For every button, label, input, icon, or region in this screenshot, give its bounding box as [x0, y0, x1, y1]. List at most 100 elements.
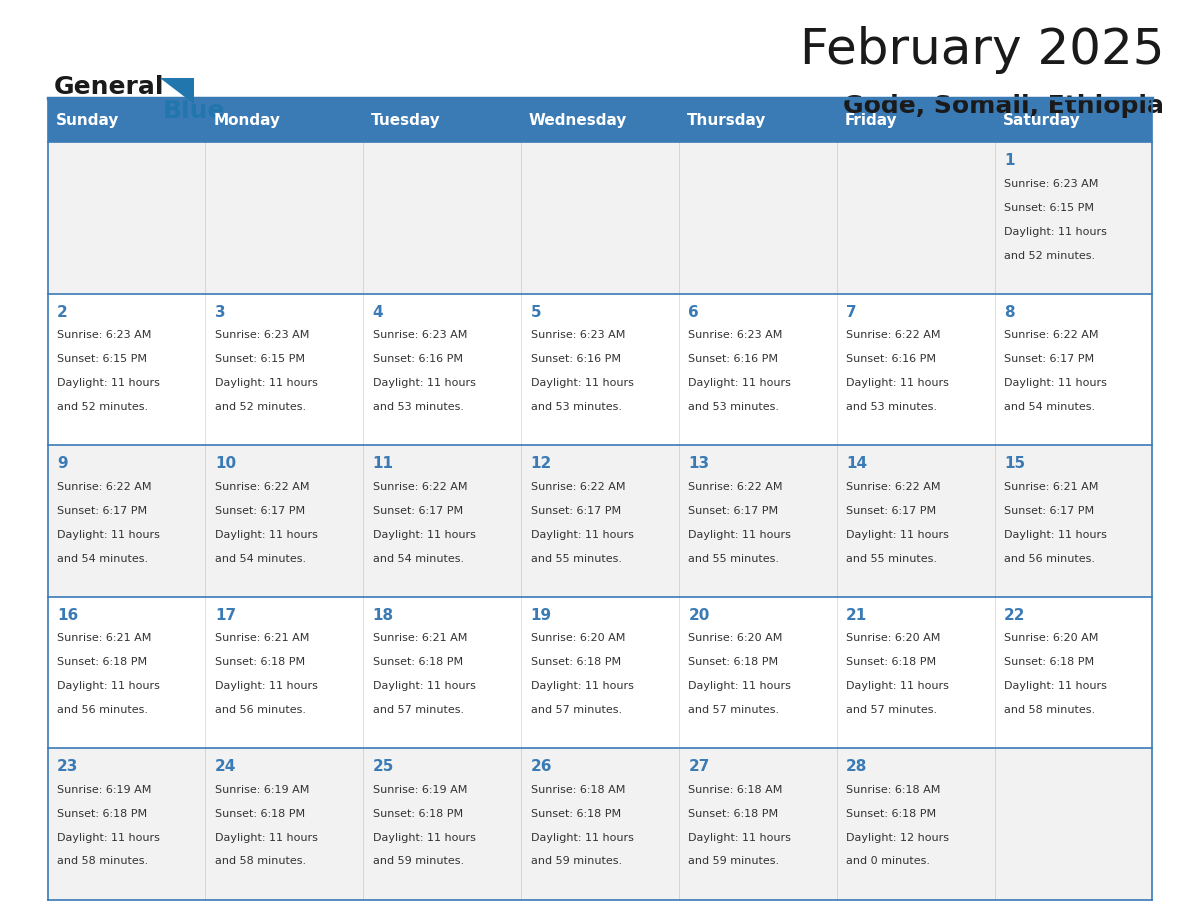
- Text: Sunrise: 6:23 AM: Sunrise: 6:23 AM: [373, 330, 467, 341]
- Text: Sunset: 6:18 PM: Sunset: 6:18 PM: [531, 809, 620, 819]
- Text: Sunrise: 6:20 AM: Sunrise: 6:20 AM: [531, 633, 625, 644]
- Text: 11: 11: [373, 456, 393, 471]
- Text: Wednesday: Wednesday: [529, 113, 627, 128]
- Text: and 59 minutes.: and 59 minutes.: [688, 856, 779, 867]
- Text: and 0 minutes.: and 0 minutes.: [846, 856, 930, 867]
- Text: Sunrise: 6:23 AM: Sunrise: 6:23 AM: [215, 330, 309, 341]
- Text: and 53 minutes.: and 53 minutes.: [688, 402, 779, 412]
- Text: Sunset: 6:18 PM: Sunset: 6:18 PM: [688, 657, 778, 667]
- Text: 27: 27: [688, 759, 709, 774]
- Text: 15: 15: [1004, 456, 1025, 471]
- Text: Daylight: 11 hours: Daylight: 11 hours: [846, 681, 949, 691]
- Text: Sunset: 6:16 PM: Sunset: 6:16 PM: [531, 354, 620, 364]
- Text: Sunrise: 6:18 AM: Sunrise: 6:18 AM: [846, 785, 941, 795]
- Text: Daylight: 11 hours: Daylight: 11 hours: [373, 681, 475, 691]
- Text: Daylight: 11 hours: Daylight: 11 hours: [57, 833, 160, 843]
- Text: Sunrise: 6:19 AM: Sunrise: 6:19 AM: [57, 785, 151, 795]
- Text: 8: 8: [1004, 305, 1015, 319]
- Text: 16: 16: [57, 608, 78, 622]
- Text: Sunset: 6:18 PM: Sunset: 6:18 PM: [373, 809, 463, 819]
- Text: Sunset: 6:17 PM: Sunset: 6:17 PM: [688, 506, 778, 516]
- FancyBboxPatch shape: [48, 98, 1152, 142]
- Polygon shape: [160, 78, 194, 104]
- Text: and 55 minutes.: and 55 minutes.: [688, 554, 779, 564]
- Text: Daylight: 11 hours: Daylight: 11 hours: [373, 530, 475, 540]
- Text: and 57 minutes.: and 57 minutes.: [373, 705, 463, 715]
- Text: Sunrise: 6:23 AM: Sunrise: 6:23 AM: [531, 330, 625, 341]
- Text: 24: 24: [215, 759, 236, 774]
- Text: Saturday: Saturday: [1003, 113, 1080, 128]
- Text: Sunrise: 6:20 AM: Sunrise: 6:20 AM: [1004, 633, 1099, 644]
- Text: and 55 minutes.: and 55 minutes.: [846, 554, 937, 564]
- Text: Monday: Monday: [213, 113, 280, 128]
- Text: Sunrise: 6:22 AM: Sunrise: 6:22 AM: [1004, 330, 1099, 341]
- Text: Daylight: 12 hours: Daylight: 12 hours: [846, 833, 949, 843]
- Text: Sunset: 6:18 PM: Sunset: 6:18 PM: [57, 657, 147, 667]
- Text: and 56 minutes.: and 56 minutes.: [1004, 554, 1095, 564]
- Text: Sunset: 6:16 PM: Sunset: 6:16 PM: [373, 354, 462, 364]
- Text: Thursday: Thursday: [687, 113, 766, 128]
- Text: Daylight: 11 hours: Daylight: 11 hours: [846, 378, 949, 388]
- Text: Daylight: 11 hours: Daylight: 11 hours: [215, 378, 317, 388]
- Text: Sunset: 6:15 PM: Sunset: 6:15 PM: [215, 354, 305, 364]
- Text: Sunset: 6:17 PM: Sunset: 6:17 PM: [1004, 506, 1094, 516]
- Text: Sunset: 6:17 PM: Sunset: 6:17 PM: [373, 506, 463, 516]
- Text: Sunset: 6:18 PM: Sunset: 6:18 PM: [846, 657, 936, 667]
- Text: and 56 minutes.: and 56 minutes.: [215, 705, 305, 715]
- Text: 6: 6: [688, 305, 699, 319]
- Text: General: General: [53, 75, 164, 99]
- Text: Sunrise: 6:19 AM: Sunrise: 6:19 AM: [215, 785, 309, 795]
- Text: Sunday: Sunday: [56, 113, 119, 128]
- Text: Sunrise: 6:23 AM: Sunrise: 6:23 AM: [1004, 179, 1099, 189]
- Text: and 58 minutes.: and 58 minutes.: [215, 856, 307, 867]
- Text: Daylight: 11 hours: Daylight: 11 hours: [373, 833, 475, 843]
- Text: Daylight: 11 hours: Daylight: 11 hours: [688, 833, 791, 843]
- Text: and 56 minutes.: and 56 minutes.: [57, 705, 148, 715]
- Text: Sunrise: 6:22 AM: Sunrise: 6:22 AM: [531, 482, 625, 492]
- Text: and 58 minutes.: and 58 minutes.: [1004, 705, 1095, 715]
- Text: and 53 minutes.: and 53 minutes.: [846, 402, 937, 412]
- Text: Daylight: 11 hours: Daylight: 11 hours: [1004, 530, 1107, 540]
- Text: Daylight: 11 hours: Daylight: 11 hours: [688, 378, 791, 388]
- Text: Daylight: 11 hours: Daylight: 11 hours: [688, 681, 791, 691]
- Text: Blue: Blue: [163, 98, 226, 122]
- Text: and 53 minutes.: and 53 minutes.: [373, 402, 463, 412]
- Text: 21: 21: [846, 608, 867, 622]
- Text: Sunrise: 6:22 AM: Sunrise: 6:22 AM: [688, 482, 783, 492]
- Text: Daylight: 11 hours: Daylight: 11 hours: [846, 530, 949, 540]
- Text: Daylight: 11 hours: Daylight: 11 hours: [1004, 227, 1107, 237]
- Text: Sunrise: 6:21 AM: Sunrise: 6:21 AM: [215, 633, 309, 644]
- Text: Sunrise: 6:20 AM: Sunrise: 6:20 AM: [846, 633, 941, 644]
- Text: Sunrise: 6:22 AM: Sunrise: 6:22 AM: [373, 482, 467, 492]
- Text: Sunset: 6:18 PM: Sunset: 6:18 PM: [373, 657, 463, 667]
- Text: Sunrise: 6:23 AM: Sunrise: 6:23 AM: [688, 330, 783, 341]
- Text: Sunset: 6:17 PM: Sunset: 6:17 PM: [57, 506, 147, 516]
- Text: Sunrise: 6:22 AM: Sunrise: 6:22 AM: [846, 482, 941, 492]
- Text: Daylight: 11 hours: Daylight: 11 hours: [215, 530, 317, 540]
- Text: Daylight: 11 hours: Daylight: 11 hours: [531, 681, 633, 691]
- Text: Sunset: 6:18 PM: Sunset: 6:18 PM: [57, 809, 147, 819]
- Text: Sunset: 6:18 PM: Sunset: 6:18 PM: [688, 809, 778, 819]
- Text: and 57 minutes.: and 57 minutes.: [846, 705, 937, 715]
- Text: 10: 10: [215, 456, 236, 471]
- Text: February 2025: February 2025: [800, 27, 1164, 74]
- Text: and 57 minutes.: and 57 minutes.: [688, 705, 779, 715]
- Text: Sunset: 6:18 PM: Sunset: 6:18 PM: [531, 657, 620, 667]
- Text: and 59 minutes.: and 59 minutes.: [531, 856, 621, 867]
- Text: 22: 22: [1004, 608, 1025, 622]
- Text: Daylight: 11 hours: Daylight: 11 hours: [1004, 681, 1107, 691]
- Text: 19: 19: [531, 608, 551, 622]
- Text: Sunset: 6:16 PM: Sunset: 6:16 PM: [846, 354, 936, 364]
- Text: and 54 minutes.: and 54 minutes.: [373, 554, 463, 564]
- FancyBboxPatch shape: [48, 748, 1152, 900]
- Text: Daylight: 11 hours: Daylight: 11 hours: [531, 378, 633, 388]
- Text: Sunrise: 6:23 AM: Sunrise: 6:23 AM: [57, 330, 151, 341]
- Text: Daylight: 11 hours: Daylight: 11 hours: [57, 378, 160, 388]
- Text: 9: 9: [57, 456, 68, 471]
- Text: Daylight: 11 hours: Daylight: 11 hours: [373, 378, 475, 388]
- Text: and 55 minutes.: and 55 minutes.: [531, 554, 621, 564]
- Text: Sunrise: 6:21 AM: Sunrise: 6:21 AM: [373, 633, 467, 644]
- Text: and 59 minutes.: and 59 minutes.: [373, 856, 463, 867]
- Text: and 53 minutes.: and 53 minutes.: [531, 402, 621, 412]
- Text: Daylight: 11 hours: Daylight: 11 hours: [531, 530, 633, 540]
